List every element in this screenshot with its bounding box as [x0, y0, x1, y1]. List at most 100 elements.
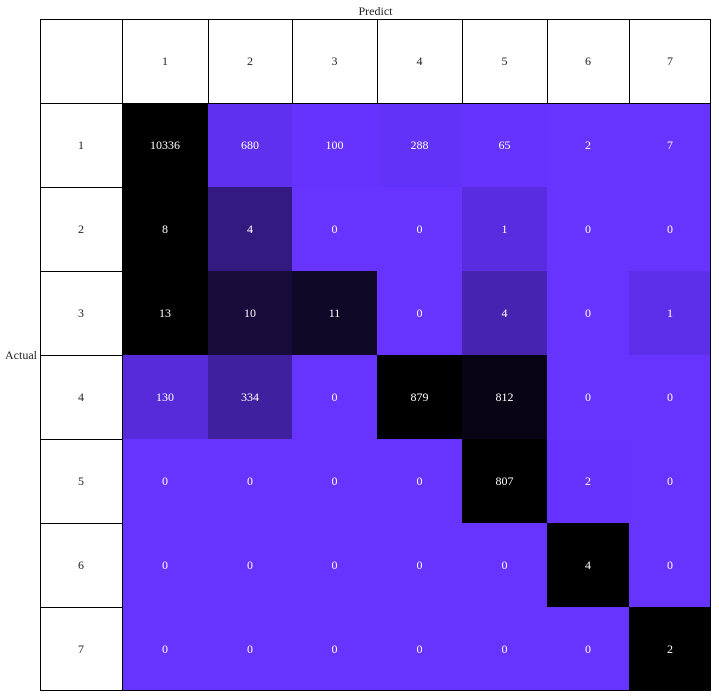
cell-value-label: 130 — [156, 390, 174, 404]
heatmap-cell — [377, 187, 462, 271]
cell-value-label: 812 — [496, 390, 514, 404]
cell-value-label: 1 — [667, 306, 673, 320]
cell-value-label: 0 — [502, 558, 508, 572]
x-axis-label: Predict — [359, 4, 394, 18]
heatmap-cell — [629, 439, 711, 523]
col-header-2: 2 — [247, 54, 253, 68]
cell-value-label: 0 — [667, 222, 673, 236]
heatmap-cell — [208, 439, 292, 523]
cell-value-label: 2 — [585, 474, 591, 488]
heatmap-cell — [292, 523, 377, 607]
row-header-1: 1 — [78, 138, 84, 152]
heatmap-cell — [122, 607, 208, 691]
cell-value-label: 10336 — [150, 138, 180, 152]
heatmap-cell — [629, 607, 711, 691]
cell-value-label: 879 — [411, 390, 429, 404]
cell-value-label: 807 — [496, 474, 514, 488]
heatmap-cell — [122, 187, 208, 271]
cell-value-label: 680 — [241, 138, 259, 152]
header-row-bg — [40, 19, 711, 103]
cell-value-label: 4 — [502, 306, 508, 320]
col-header-7: 7 — [667, 54, 673, 68]
heatmap-cell — [377, 607, 462, 691]
col-header-5: 5 — [502, 54, 508, 68]
cell-value-label: 0 — [332, 390, 338, 404]
heatmap-cell — [547, 607, 629, 691]
heatmap-cell — [547, 523, 629, 607]
row-header-3: 3 — [78, 306, 84, 320]
heatmap-cell — [462, 439, 547, 523]
heatmap-cell — [547, 355, 629, 439]
row-header-6: 6 — [78, 558, 84, 572]
cell-value-label: 0 — [247, 558, 253, 572]
heatmap-cell — [292, 607, 377, 691]
cell-value-label: 7 — [667, 138, 673, 152]
heatmap-cell — [547, 271, 629, 355]
heatmap-cell — [122, 271, 208, 355]
cell-value-label: 0 — [162, 558, 168, 572]
col-header-3: 3 — [332, 54, 338, 68]
cell-value-label: 0 — [667, 558, 673, 572]
cell-value-label: 2 — [667, 642, 673, 656]
cell-value-label: 0 — [162, 474, 168, 488]
heatmap-cell — [208, 607, 292, 691]
col-header-6: 6 — [585, 54, 591, 68]
row-header-4: 4 — [78, 390, 84, 404]
cell-value-label: 11 — [329, 306, 341, 320]
heatmap-cell — [292, 187, 377, 271]
cell-value-label: 0 — [502, 642, 508, 656]
heatmap-cell — [547, 103, 629, 187]
row-header-5: 5 — [78, 474, 84, 488]
cell-value-label: 0 — [667, 390, 673, 404]
heatmap-cell — [122, 523, 208, 607]
cell-value-label: 4 — [247, 222, 253, 236]
cell-value-label: 2 — [585, 138, 591, 152]
cell-value-label: 0 — [417, 642, 423, 656]
cell-value-label: 0 — [332, 642, 338, 656]
heatmap-cell — [292, 271, 377, 355]
heatmap-cell — [462, 271, 547, 355]
cell-value-label: 0 — [585, 390, 591, 404]
heatmap-cell — [547, 439, 629, 523]
heatmap-cell — [292, 439, 377, 523]
heatmap-cell — [377, 439, 462, 523]
cell-value-label: 0 — [667, 474, 673, 488]
y-axis-label: Actual — [5, 348, 38, 362]
heatmap-cell — [377, 271, 462, 355]
cell-value-label: 0 — [332, 474, 338, 488]
cell-value-label: 65 — [499, 138, 511, 152]
heatmap-cell — [208, 187, 292, 271]
heatmap-cell — [377, 355, 462, 439]
cell-value-label: 0 — [417, 306, 423, 320]
heatmap-cell — [292, 103, 377, 187]
heatmap-cell — [547, 187, 629, 271]
col-header-1: 1 — [162, 54, 168, 68]
heatmap-cell — [122, 439, 208, 523]
heatmap-cell — [377, 103, 462, 187]
heatmap-cell — [462, 187, 547, 271]
cell-value-label: 0 — [585, 642, 591, 656]
cell-value-label: 4 — [585, 558, 591, 572]
cell-value-label: 0 — [585, 306, 591, 320]
heatmap-cell — [377, 523, 462, 607]
cell-value-label: 100 — [326, 138, 344, 152]
heatmap-cell — [462, 523, 547, 607]
cell-value-label: 0 — [417, 558, 423, 572]
col-header-4: 4 — [417, 54, 423, 68]
heatmap-cell — [462, 607, 547, 691]
cell-value-label: 1 — [502, 222, 508, 236]
heatmap-cell — [208, 271, 292, 355]
cell-value-label: 334 — [241, 390, 259, 404]
cell-value-label: 0 — [417, 222, 423, 236]
cell-value-label: 0 — [247, 474, 253, 488]
heatmap-cell — [462, 103, 547, 187]
heatmap-cell — [629, 355, 711, 439]
row-header-7: 7 — [78, 642, 84, 656]
heatmap-cell — [292, 355, 377, 439]
heatmap-cell — [629, 103, 711, 187]
cell-value-label: 0 — [332, 558, 338, 572]
heatmap-cell — [208, 523, 292, 607]
heatmap-cell — [629, 271, 711, 355]
